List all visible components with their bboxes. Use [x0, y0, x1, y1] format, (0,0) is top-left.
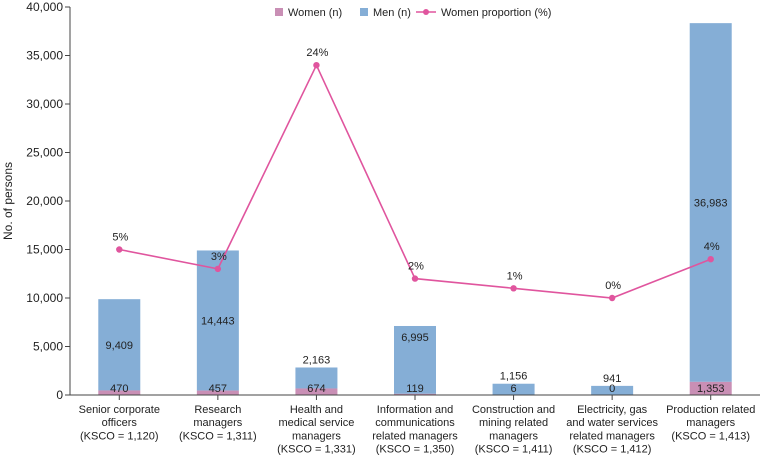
x-tick-label: officers	[102, 417, 138, 429]
proportion-label: 1%	[507, 270, 523, 282]
y-axis-title: No. of persons	[1, 162, 15, 240]
x-tick-label: Information and	[377, 404, 453, 416]
y-tick-label: 30,000	[26, 97, 63, 111]
y-tick-label: 35,000	[26, 49, 63, 63]
x-tick-label: (KSCO = 1,412)	[573, 444, 652, 456]
men-value-label: 36,983	[694, 198, 728, 210]
men-value-label: 1,156	[500, 371, 528, 383]
x-tick-label: mining related	[479, 417, 548, 429]
x-tick-label: managers	[193, 417, 242, 429]
proportion-point	[116, 246, 122, 252]
legend-swatch	[360, 8, 368, 16]
legend-item[interactable]: Men (n)	[360, 7, 411, 19]
men-value-label: 6,995	[401, 332, 429, 344]
x-tick-label: Construction and	[472, 404, 555, 416]
legend-label: Men (n)	[373, 7, 411, 19]
legend-label: Women proportion (%)	[441, 7, 551, 19]
proportion-label: 0%	[605, 280, 621, 292]
proportion-point	[215, 266, 221, 272]
legend-label: Women (n)	[288, 7, 342, 19]
legend-item[interactable]: Women (n)	[275, 7, 342, 19]
y-tick-label: 5,000	[33, 340, 63, 354]
women-value-label: 457	[209, 383, 227, 395]
y-tick-label: 20,000	[26, 194, 63, 208]
x-tick-label: Senior corporate	[79, 404, 160, 416]
men-value-label: 2,163	[303, 354, 331, 366]
women-value-label: 6	[511, 383, 517, 395]
x-tick-label: medical service	[279, 417, 355, 429]
x-tick-label: communications	[375, 417, 455, 429]
proportion-label: 3%	[211, 251, 227, 263]
x-tick-label: (KSCO = 1,413)	[671, 430, 750, 442]
proportion-label: 24%	[306, 47, 328, 59]
proportion-label: 4%	[704, 241, 720, 253]
women-value-label: 674	[307, 383, 325, 395]
x-tick-label: (KSCO = 1,120)	[80, 430, 159, 442]
proportion-point	[412, 275, 418, 281]
x-tick-label: and water services	[566, 417, 658, 429]
y-tick-label: 0	[56, 388, 63, 402]
y-tick-label: 10,000	[26, 291, 63, 305]
proportion-point	[708, 256, 714, 262]
y-tick-label: 40,000	[26, 0, 63, 14]
x-tick-label: (KSCO = 1,411)	[475, 444, 553, 456]
x-tick-label: (KSCO = 1,331)	[277, 444, 356, 456]
legend-marker	[423, 9, 429, 15]
proportion-point	[510, 285, 516, 291]
x-tick-label: managers	[686, 417, 735, 429]
proportion-point	[313, 62, 319, 68]
x-tick-label: Research	[194, 404, 241, 416]
x-tick-label: managers	[292, 430, 341, 442]
women-value-label: 470	[110, 383, 128, 395]
x-tick-label: Health and	[290, 404, 343, 416]
women-value-label: 1,353	[697, 383, 725, 395]
x-tick-label: (KSCO = 1,350)	[376, 444, 455, 456]
y-tick-label: 25,000	[26, 146, 63, 160]
legend-swatch	[275, 8, 283, 16]
legend[interactable]: Women (n) Men (n) Women proportion (%)	[275, 7, 551, 19]
x-tick-label: (KSCO = 1,311)	[179, 430, 257, 442]
men-value-label: 14,443	[201, 316, 235, 328]
x-tick-label: Production related	[666, 404, 755, 416]
women-value-label: 119	[406, 383, 424, 395]
x-tick-label: related managers	[569, 430, 655, 442]
women-value-label: 0	[609, 383, 615, 395]
proportion-label: 5%	[112, 232, 128, 244]
x-tick-label: managers	[489, 430, 538, 442]
x-tick-label: Electricity, gas	[577, 404, 648, 416]
proportion-point	[609, 295, 615, 301]
y-tick-label: 15,000	[26, 243, 63, 257]
legend-item[interactable]: Women proportion (%)	[416, 7, 551, 19]
men-value-label: 9,409	[106, 340, 134, 352]
x-tick-label: related managers	[372, 430, 458, 442]
proportion-label: 2%	[408, 261, 424, 273]
